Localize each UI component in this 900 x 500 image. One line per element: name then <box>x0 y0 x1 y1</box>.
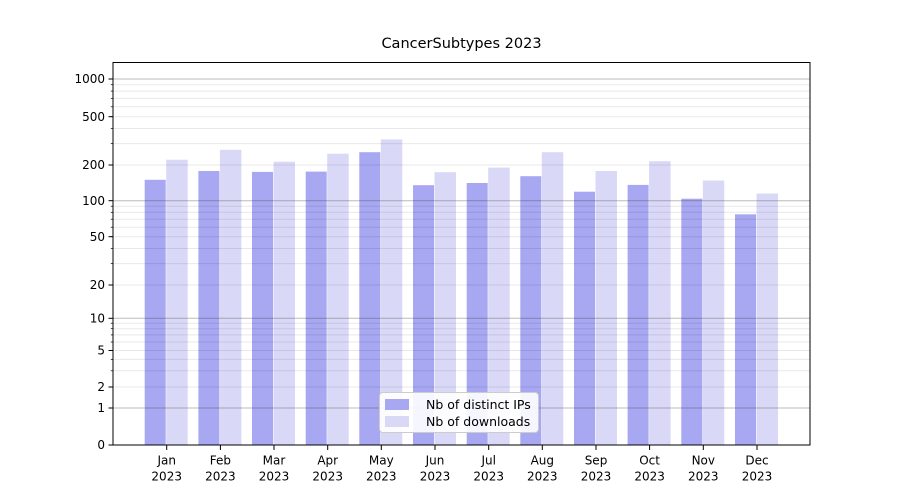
y-tick-label-50: 50 <box>90 230 105 244</box>
bar-distinct-ips-nov <box>681 198 703 445</box>
bar-distinct-ips-dec <box>735 214 756 445</box>
x-tick-label-year-sep: 2023 <box>581 470 612 484</box>
bar-distinct-ips-jun <box>413 185 434 445</box>
y-tick-label-5: 5 <box>97 344 105 358</box>
x-tick-label-month-jul: Jul <box>480 454 495 468</box>
bar-distinct-ips-mar <box>252 171 273 445</box>
bar-downloads-mar <box>273 161 295 445</box>
y-tick-label-2: 2 <box>97 380 105 394</box>
bar-distinct-ips-aug <box>520 176 542 445</box>
bar-downloads-nov <box>702 180 725 445</box>
bar-downloads-apr <box>327 153 349 445</box>
y-tick-label-0: 0 <box>97 438 105 452</box>
legend-swatch-downloads <box>385 415 409 427</box>
bar-downloads-oct <box>649 161 671 445</box>
x-tick-label-month-oct: Oct <box>639 454 660 468</box>
legend-item-downloads: Nb of downloads <box>380 415 538 428</box>
bar-downloads-may <box>380 139 403 445</box>
x-tick-label-month-dec: Dec <box>745 454 768 468</box>
plot-border <box>112 62 811 446</box>
x-tick-label-month-may: May <box>369 454 394 468</box>
x-tick-label-month-jan: Jan <box>156 454 176 468</box>
x-tick-label-year-jan: 2023 <box>151 470 182 484</box>
x-tick-label-month-jun: Jun <box>425 454 445 468</box>
gridlines-group <box>113 78 810 409</box>
x-tick-label-month-aug: Aug <box>531 454 554 468</box>
bar-downloads-sep <box>595 171 617 445</box>
bar-distinct-ips-jul <box>466 183 488 445</box>
bar-downloads-dec <box>756 193 778 445</box>
y-tick-label-20: 20 <box>90 278 105 292</box>
bar-distinct-ips-may <box>359 152 381 445</box>
y-tick-label-1: 1 <box>97 401 105 415</box>
legend-label-distinct-ips: Nb of distinct IPs <box>426 396 531 412</box>
axes-group <box>112 62 811 446</box>
tick-labels-group: 0 1 2 5 10 20 50 100 200 500 1000 Jan 2023 Feb 2023 Mar… <box>74 72 772 483</box>
bar-distinct-ips-feb <box>198 171 220 445</box>
legend: Nb of distinct IPs Nb of downloads <box>379 392 539 433</box>
x-tick-label-month-apr: Apr <box>317 454 338 468</box>
x-tick-label-year-mar: 2023 <box>259 470 290 484</box>
x-tick-label-year-aug: 2023 <box>527 470 558 484</box>
legend-item-distinct-ips: Nb of distinct IPs <box>380 398 538 411</box>
y-tick-label-1000: 1000 <box>74 72 105 86</box>
x-tick-label-year-jul: 2023 <box>473 470 504 484</box>
x-tick-label-year-may: 2023 <box>366 470 397 484</box>
x-tick-label-year-jun: 2023 <box>420 470 451 484</box>
bar-distinct-ips-oct <box>627 184 649 445</box>
x-tick-label-year-oct: 2023 <box>634 470 665 484</box>
bar-downloads-aug <box>541 152 564 445</box>
legend-swatch-distinct-ips <box>385 398 409 410</box>
bar-distinct-ips-apr <box>305 171 327 445</box>
bar-distinct-ips-jan <box>144 179 166 446</box>
y-tick-label-10: 10 <box>90 312 105 326</box>
bar-downloads-feb <box>219 149 242 446</box>
bars-group <box>144 139 778 446</box>
y-tick-label-200: 200 <box>82 158 105 172</box>
x-tick-label-month-sep: Sep <box>585 454 608 468</box>
x-tick-label-month-nov: Nov <box>692 454 715 468</box>
x-tick-label-year-feb: 2023 <box>205 470 236 484</box>
x-tick-label-month-mar: Mar <box>263 454 286 468</box>
x-tick-label-month-feb: Feb <box>210 454 231 468</box>
bar-downloads-jan <box>166 159 188 445</box>
x-tick-label-year-apr: 2023 <box>312 470 343 484</box>
legend-label-downloads: Nb of downloads <box>426 413 531 429</box>
bar-downloads-jun <box>434 172 456 445</box>
bar-downloads-jul <box>488 167 510 445</box>
chart-title: CancerSubtypes 2023 <box>381 36 542 52</box>
tick-marks-group <box>108 78 758 450</box>
bar-distinct-ips-sep <box>574 191 595 445</box>
y-tick-label-500: 500 <box>82 110 105 124</box>
x-tick-label-year-nov: 2023 <box>688 470 719 484</box>
x-tick-label-year-dec: 2023 <box>742 470 773 484</box>
y-tick-label-100: 100 <box>82 194 105 208</box>
